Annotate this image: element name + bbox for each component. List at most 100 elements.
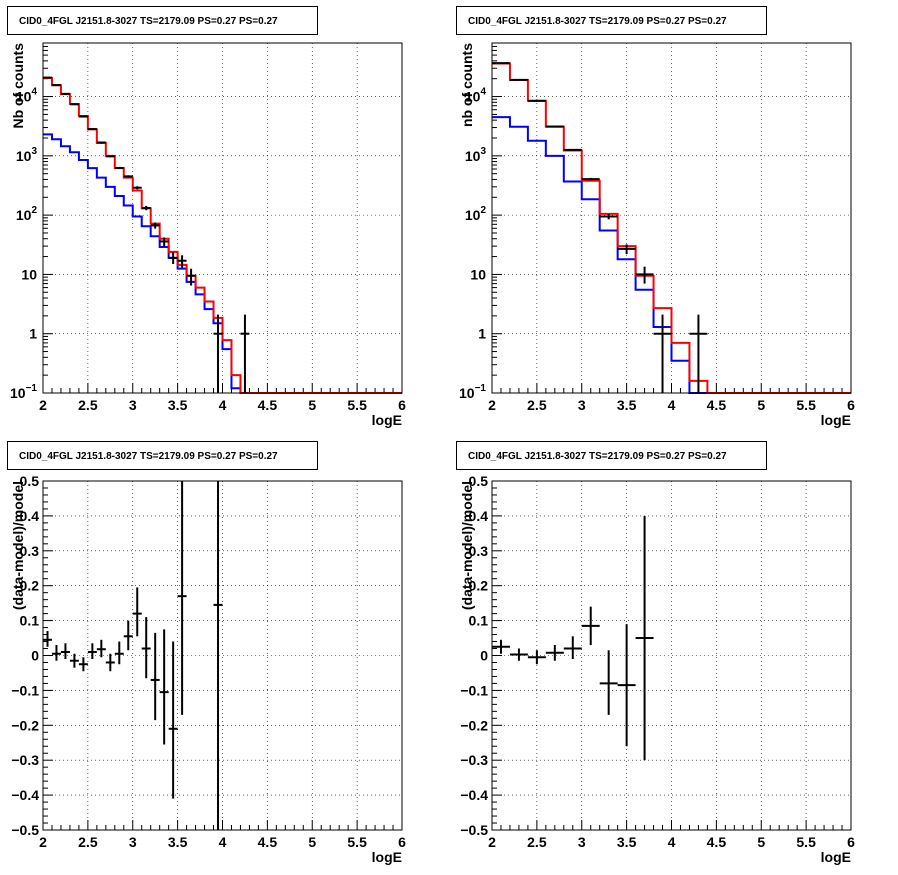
data-point	[132, 587, 142, 637]
data-point	[527, 650, 546, 665]
data-point	[150, 222, 160, 229]
plot-frame	[42, 42, 403, 394]
x-tick-label: 3	[129, 834, 137, 850]
y-tick-label: 0	[480, 648, 488, 664]
data-point	[96, 141, 106, 144]
y-tick-label: 0.2	[20, 578, 40, 594]
y-tick-label: −0.3	[460, 752, 488, 768]
x-tick-label: 6	[847, 397, 855, 413]
y-tick-label: 0.5	[20, 473, 40, 489]
data-point	[43, 631, 52, 647]
y-tick-base: 10	[16, 207, 32, 223]
data-point	[213, 481, 223, 830]
x-axis-label: logE	[372, 849, 402, 865]
title-box	[7, 6, 318, 35]
data-point	[114, 641, 124, 665]
chart-title: CID0_4FGL J2151.8-3027 TS=2179.09 PS=0.2…	[468, 16, 727, 27]
data-point	[599, 650, 618, 715]
y-tick-label: 104	[465, 87, 487, 105]
x-tick-label: 4	[219, 397, 227, 413]
y-tick-base: 10	[465, 207, 481, 223]
x-tick-label: 2	[39, 834, 47, 850]
y-tick-base: 10	[21, 266, 37, 282]
y-tick-label: 0.1	[469, 613, 489, 629]
y-axis-label: (data-model)/model	[10, 481, 26, 610]
data-point	[87, 128, 97, 131]
x-tick-label: 3.5	[168, 834, 188, 850]
y-tick-label: −0.5	[11, 822, 39, 838]
y-tick-exponent: 3	[480, 146, 486, 157]
data-point	[96, 639, 106, 658]
x-tick-label: 2.5	[78, 834, 98, 850]
data-point	[617, 244, 636, 255]
y-tick-label: 0.3	[469, 543, 489, 559]
title-box	[456, 441, 767, 470]
y-tick-base: 10	[465, 89, 481, 105]
title-box	[456, 6, 767, 35]
y-tick-label: 0.4	[469, 508, 489, 524]
y-tick-exponent: −1	[26, 383, 38, 394]
x-tick-label: 5	[308, 834, 316, 850]
data-point	[492, 639, 510, 654]
series-line-red	[492, 62, 851, 394]
y-tick-base: 10	[459, 385, 475, 401]
y-tick-label: 10	[470, 266, 486, 282]
x-tick-label: 6	[398, 834, 406, 850]
y-tick-base: 10	[470, 266, 486, 282]
data-point	[177, 481, 187, 715]
y-tick-label: 0.2	[469, 578, 489, 594]
data-point	[141, 617, 151, 679]
data-point	[635, 266, 654, 284]
y-tick-label: −0.4	[11, 787, 39, 803]
x-tick-label: 5	[757, 834, 765, 850]
y-tick-label: 0.5	[469, 473, 489, 489]
x-tick-label: 4	[668, 397, 676, 413]
data-point	[123, 175, 133, 178]
y-tick-exponent: 4	[480, 87, 486, 98]
data-point	[240, 314, 250, 393]
y-axis-label: nb of counts	[459, 43, 475, 127]
y-tick-label: −0.1	[460, 682, 488, 698]
data-point	[545, 645, 564, 661]
x-tick-label: 2	[488, 834, 496, 850]
pad-bottom-left: CID0_4FGL J2151.8-3027 TS=2179.09 PS=0.2…	[7, 441, 406, 865]
y-tick-base: 1	[29, 326, 37, 342]
data-point	[545, 125, 564, 128]
data-point	[78, 657, 88, 672]
x-axis-label: logE	[821, 412, 851, 428]
y-axis-label: (data-model)/model	[459, 481, 475, 610]
x-tick-label: 3	[578, 834, 586, 850]
y-tick-exponent: 2	[31, 205, 37, 216]
x-axis-label: logE	[821, 849, 851, 865]
y-tick-base: 1	[478, 326, 486, 342]
y-tick-label: −0.2	[11, 717, 39, 733]
data-point	[186, 268, 196, 286]
pad-top-left: CID0_4FGL J2151.8-3027 TS=2179.09 PS=0.2…	[7, 6, 406, 428]
y-tick-label: 1	[29, 326, 37, 342]
chart-title: CID0_4FGL J2151.8-3027 TS=2179.09 PS=0.2…	[19, 16, 278, 27]
data-point	[123, 620, 133, 651]
y-tick-exponent: 4	[31, 87, 37, 98]
x-tick-label: 5.5	[347, 834, 367, 850]
y-tick-label: 103	[16, 146, 38, 164]
data-point	[150, 632, 160, 721]
x-tick-label: 3.5	[617, 397, 637, 413]
x-tick-label: 5.5	[796, 397, 816, 413]
y-tick-label: 1	[478, 326, 486, 342]
y-tick-label: 0.3	[20, 543, 40, 559]
y-tick-label: −0.3	[11, 752, 39, 768]
data-point	[563, 148, 582, 151]
x-tick-label: 4.5	[707, 834, 727, 850]
y-tick-label: 10−1	[10, 383, 37, 401]
data-point	[509, 648, 528, 661]
y-tick-label: −0.5	[460, 822, 488, 838]
title-box	[7, 441, 318, 470]
grid	[43, 481, 402, 830]
y-tick-label: −0.4	[460, 787, 488, 803]
data-point	[105, 653, 115, 672]
x-tick-label: 3.5	[617, 834, 637, 850]
y-tick-label: 103	[465, 146, 487, 164]
data-point	[689, 314, 708, 393]
x-tick-label: 5	[308, 397, 316, 413]
